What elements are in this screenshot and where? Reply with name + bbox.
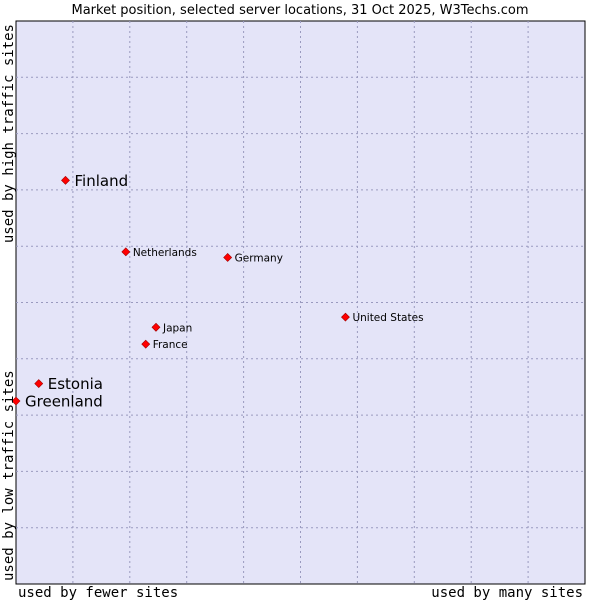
point-marker-france (141, 339, 151, 349)
point-marker-united-states (341, 312, 350, 322)
point-marker-germany (223, 253, 233, 262)
x-axis-label-left: used by fewer sites (18, 585, 178, 600)
point-label-united-states: United States (352, 312, 423, 324)
point-label-finland: Finland (75, 172, 129, 190)
point-label-germany: Germany (235, 252, 283, 264)
grid-lines (16, 21, 585, 584)
point-marker-finland (61, 175, 70, 185)
data-points: Finland Netherlands Germany United States Ja… (11, 172, 424, 411)
y-axis-label-top: used by high traffic sites (1, 24, 17, 243)
y-axis-label-bottom: used by low traffic sites (1, 370, 17, 581)
point-label-estonia: Estonia (48, 375, 103, 393)
point-marker-netherlands (121, 247, 131, 257)
point-label-greenland: Greenland (25, 393, 103, 411)
point-label-japan: Japan (162, 322, 192, 334)
chart-title: Market position, selected server locatio… (71, 3, 528, 18)
point-label-netherlands: Netherlands (133, 247, 197, 259)
point-marker-japan (151, 322, 161, 332)
point-label-france: France (153, 339, 188, 351)
x-axis-label-right: used by many sites (431, 585, 583, 600)
point-marker-estonia (34, 379, 44, 388)
point-marker-greenland (11, 396, 21, 406)
